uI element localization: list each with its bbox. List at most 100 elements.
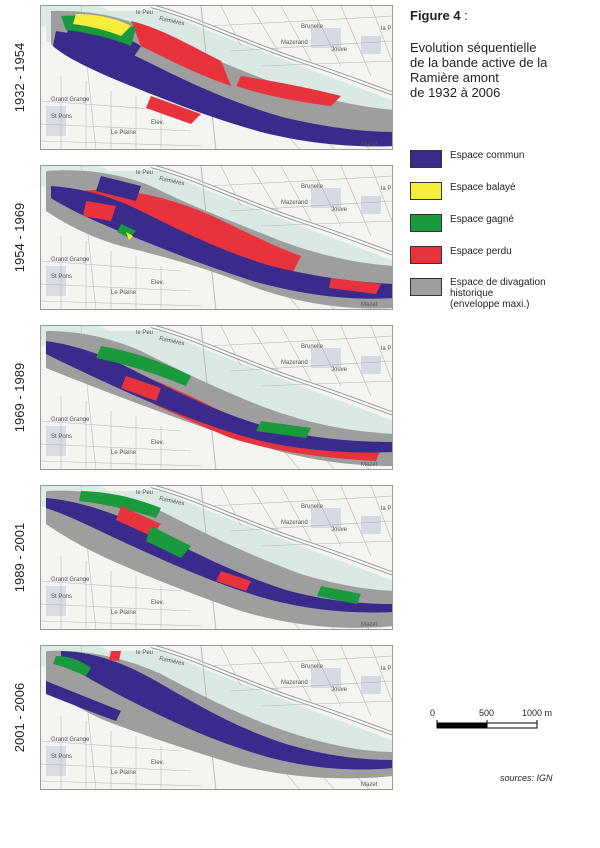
espace-perdu-area xyxy=(109,651,121,661)
map-graphic: Ramières Mazerand Brunelle la P le Peu St Pon… xyxy=(41,486,392,629)
place-label: Grand Grange xyxy=(51,577,90,583)
description-line: de la bande active de la xyxy=(410,55,548,70)
place-label: le Peu xyxy=(136,330,153,336)
place-label: la P xyxy=(381,666,391,672)
place-label: Jouve xyxy=(331,367,348,373)
place-label: Le Plaine xyxy=(111,290,137,296)
legend-label: Espace commun xyxy=(450,150,525,161)
map-graphic: Ramières Mazerand Brunelle la P le Peu St Pon… xyxy=(41,166,392,309)
place-label: Grand Grange xyxy=(51,97,90,103)
espace-gagne-area xyxy=(53,656,91,676)
espace-perdu-area xyxy=(329,278,381,294)
scale-bar-graphic xyxy=(436,720,538,729)
map-graphic: Ramières Mazerand Brunelle la P le Peu St Pon… xyxy=(41,646,392,789)
sources-note: sources: IGN xyxy=(500,773,553,783)
place-label: Brunelle xyxy=(301,664,324,670)
place-label: Mazerand xyxy=(281,680,308,686)
place-label: Grand Grange xyxy=(51,257,90,263)
legend-item-espace-balaye: Espace balayé xyxy=(410,182,516,200)
legend-item-espace-gagne: Espace gagné xyxy=(410,214,514,232)
legend-swatch xyxy=(410,214,442,232)
place-label: Mazerand xyxy=(281,360,308,366)
place-label: Elev. xyxy=(151,600,164,606)
place-label: Mazerand xyxy=(281,200,308,206)
legend-swatch xyxy=(410,150,442,168)
espace-balaye-area xyxy=(126,232,133,240)
espace-commun-area xyxy=(61,651,392,770)
place-label: St Pons xyxy=(51,114,72,120)
espace-commun-area xyxy=(51,186,392,299)
place-label: le Peu xyxy=(136,490,153,496)
place-label: Jouve xyxy=(331,207,348,213)
figure-description: Evolution séquentielle de la bande activ… xyxy=(410,40,580,100)
espace-commun-area xyxy=(46,681,121,721)
place-label: St Pons xyxy=(51,274,72,280)
espace-gagne-area xyxy=(96,346,191,386)
legend-item-espace-commun: Espace commun xyxy=(410,150,524,168)
place-label: St Pons xyxy=(51,754,72,760)
espace-commun-area xyxy=(53,31,392,147)
panel-period-label: 2001 - 2006 xyxy=(0,645,40,790)
espace-perdu-area xyxy=(131,21,231,86)
espace-commun-area xyxy=(46,341,392,453)
legend-swatch xyxy=(410,246,442,264)
place-label: Mazet xyxy=(361,782,378,788)
place-label: Grand Grange xyxy=(51,417,90,423)
map-panel: Ramières Mazerand Brunelle la P le Peu St Pon… xyxy=(40,325,393,470)
map-graphic: Ramières Mazerand Brunelle la P le Peu St Pon… xyxy=(41,6,392,149)
place-label: Ramières xyxy=(159,496,185,507)
period-text: 2001 - 2006 xyxy=(12,682,28,753)
map-panel: Ramières Mazerand Brunelle la P le Peu St Pon… xyxy=(40,5,393,150)
espace-perdu-area xyxy=(216,571,251,591)
espace-perdu-area xyxy=(236,76,341,106)
place-label: Le Plaine xyxy=(111,770,137,776)
legend-label: Espace gagné xyxy=(450,214,514,225)
legend-item-espace-perdu: Espace perdu xyxy=(410,246,512,264)
scale-tick-label: 0 xyxy=(430,708,436,718)
espace-gagne-area xyxy=(146,526,191,558)
place-label: Mazerand xyxy=(281,40,308,46)
place-label: Mazet xyxy=(361,462,378,468)
map-panel: Ramières Mazerand Brunelle la P le Peu St Pon… xyxy=(40,165,393,310)
place-label: Jouve xyxy=(331,687,348,693)
place-label: la P xyxy=(381,346,391,352)
place-label: Ramières xyxy=(159,336,185,347)
espace-commun-area xyxy=(96,176,141,201)
figure-title: Figure 4 : xyxy=(410,8,468,23)
espace-gagne-area xyxy=(317,586,361,604)
place-label: la P xyxy=(381,186,391,192)
scale-tick-label: 500 xyxy=(479,708,495,718)
period-text: 1954 - 1969 xyxy=(12,202,28,273)
description-line: de 1932 à 2006 xyxy=(410,85,501,100)
espace-perdu-area xyxy=(116,506,161,536)
legend-label: Espace de divagation historique (envelop… xyxy=(450,277,546,310)
map-panel: Ramières Mazerand Brunelle la P le Peu St Pon… xyxy=(40,485,393,630)
espace-perdu-area xyxy=(121,376,161,401)
place-label: Grand Grange xyxy=(51,737,90,743)
place-label: Elev. xyxy=(151,760,164,766)
place-label: Elev. xyxy=(151,120,164,126)
espace-perdu-area xyxy=(146,96,201,124)
period-text: 1932 - 1954 xyxy=(12,42,28,113)
place-label: Brunelle xyxy=(301,24,324,30)
place-label: Ramières xyxy=(159,176,185,187)
legend-swatch xyxy=(410,278,442,296)
place-label: Mazerand xyxy=(281,520,308,526)
panel-period-label: 1932 - 1954 xyxy=(0,5,40,150)
place-label: Le Plaine xyxy=(111,450,137,456)
place-label: la P xyxy=(381,26,391,32)
place-label: Mazet xyxy=(361,142,378,148)
place-label: la P xyxy=(381,506,391,512)
place-label: Mazet xyxy=(361,622,378,628)
place-label: Brunelle xyxy=(301,344,324,350)
description-line: Ramière amont xyxy=(410,70,499,85)
legend-label: Espace balayé xyxy=(450,182,516,193)
place-label: Mazet xyxy=(361,302,378,308)
place-label: Jouve xyxy=(331,527,348,533)
place-label: Ramières xyxy=(159,16,185,27)
place-label: le Peu xyxy=(136,650,153,656)
panel-period-label: 1969 - 1989 xyxy=(0,325,40,470)
place-label: Ramières xyxy=(159,656,185,667)
scale-bar: 0 500 1000 m xyxy=(430,708,560,738)
place-label: Jouve xyxy=(331,47,348,53)
